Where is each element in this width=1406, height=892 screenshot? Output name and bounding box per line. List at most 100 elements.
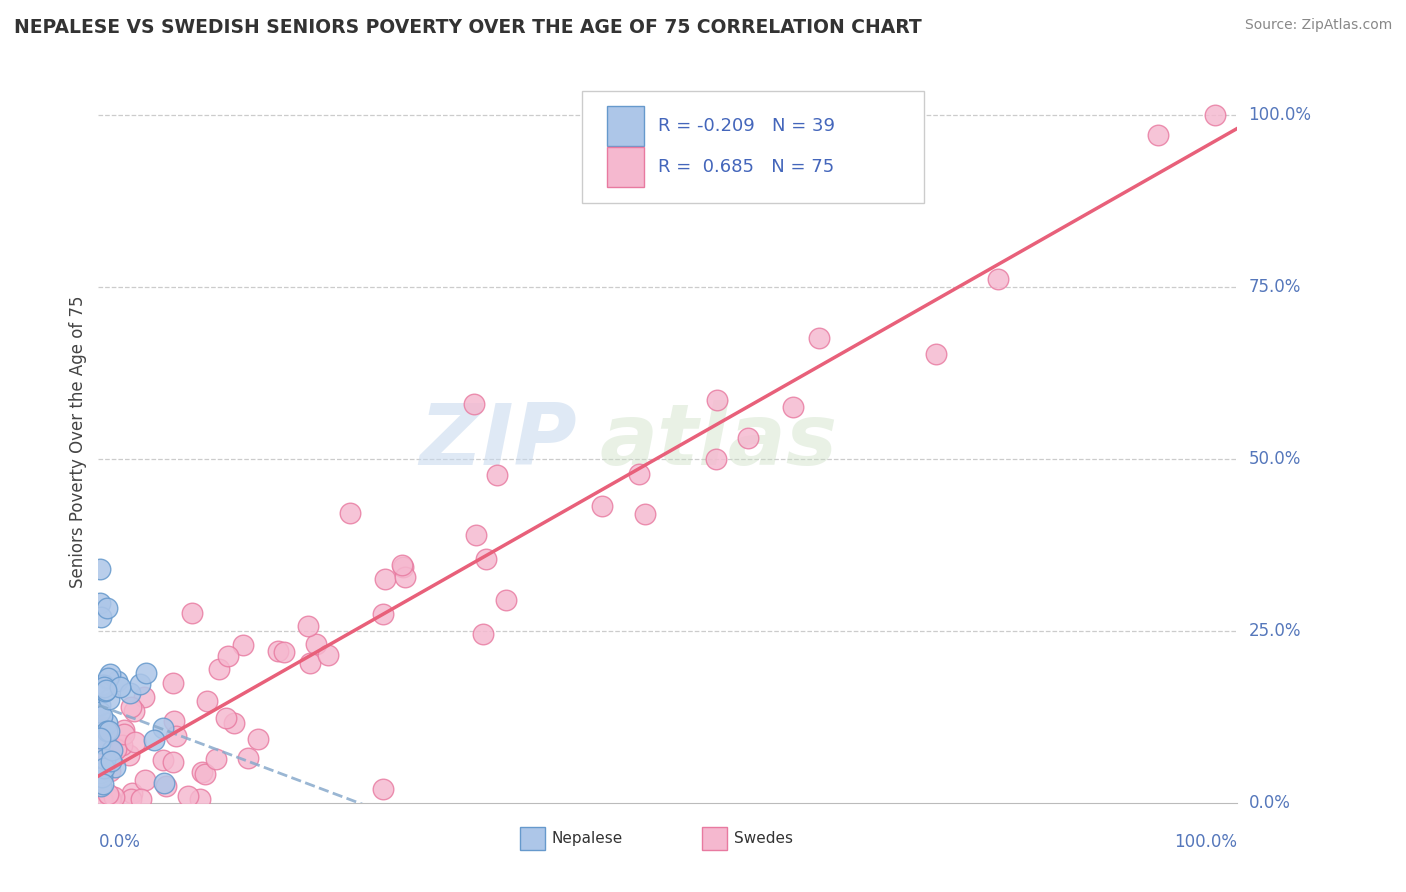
Text: 100.0%: 100.0% <box>1249 105 1312 124</box>
Text: 25.0%: 25.0% <box>1249 622 1301 640</box>
Text: 100.0%: 100.0% <box>1174 833 1237 851</box>
Point <box>1204 108 1226 122</box>
Point <box>93 720 115 734</box>
Bar <box>520 827 546 850</box>
Point <box>129 792 152 806</box>
Point <box>89 731 111 745</box>
Point <box>100 792 122 806</box>
Point <box>246 732 269 747</box>
Point <box>89 736 111 750</box>
Point <box>628 467 651 481</box>
Point <box>142 733 165 747</box>
Point <box>118 747 141 762</box>
Text: atlas: atlas <box>599 400 838 483</box>
Point <box>134 690 156 705</box>
Point <box>98 667 121 681</box>
Point <box>120 686 142 700</box>
Point <box>471 627 494 641</box>
Point <box>91 792 114 806</box>
Point <box>104 742 127 756</box>
Point <box>89 681 111 696</box>
Point <box>208 662 231 676</box>
Point <box>305 637 328 651</box>
Point <box>177 789 200 803</box>
Point <box>162 714 184 728</box>
Point <box>90 708 112 723</box>
Point <box>101 743 124 757</box>
Point <box>782 400 804 414</box>
Point <box>100 754 122 768</box>
Text: 75.0%: 75.0% <box>1249 277 1301 296</box>
Point <box>194 767 217 781</box>
Point <box>391 558 413 572</box>
Point <box>134 773 156 788</box>
Y-axis label: Seniors Poverty Over the Age of 75: Seniors Poverty Over the Age of 75 <box>69 295 87 588</box>
Text: Swedes: Swedes <box>734 830 793 846</box>
Point <box>104 740 127 755</box>
Text: 50.0%: 50.0% <box>1249 450 1301 467</box>
Point <box>98 723 121 738</box>
Point <box>96 750 118 764</box>
Point <box>89 562 111 576</box>
Point <box>122 705 145 719</box>
Point <box>97 671 120 685</box>
Point <box>162 755 184 769</box>
Point <box>89 596 111 610</box>
Point <box>297 619 319 633</box>
Point <box>90 677 112 691</box>
Point <box>987 271 1010 285</box>
Point <box>93 678 115 692</box>
Point <box>89 705 111 719</box>
Point <box>152 721 174 735</box>
Point <box>273 645 295 659</box>
Point <box>634 507 657 521</box>
Point <box>394 570 416 584</box>
Point <box>96 724 118 739</box>
Point <box>190 764 212 779</box>
Point <box>90 779 112 793</box>
Text: 0.0%: 0.0% <box>98 833 141 851</box>
Point <box>205 752 228 766</box>
Point <box>1146 128 1168 143</box>
Text: NEPALESE VS SWEDISH SENIORS POVERTY OVER THE AGE OF 75 CORRELATION CHART: NEPALESE VS SWEDISH SENIORS POVERTY OVER… <box>14 18 922 37</box>
Point <box>90 770 112 784</box>
Bar <box>607 106 644 145</box>
Point <box>464 528 486 542</box>
Point <box>96 601 118 615</box>
Text: Nepalese: Nepalese <box>551 830 623 846</box>
Point <box>97 787 120 801</box>
Point <box>90 610 112 624</box>
Point <box>153 776 176 790</box>
FancyBboxPatch shape <box>582 91 924 203</box>
Point <box>98 764 121 779</box>
Point <box>91 777 114 791</box>
Point <box>135 665 157 680</box>
Point <box>495 593 517 607</box>
Point <box>232 638 254 652</box>
Point <box>195 694 218 708</box>
Text: ZIP: ZIP <box>419 400 576 483</box>
Point <box>475 552 498 566</box>
Point <box>155 779 177 793</box>
Point <box>112 723 135 737</box>
Point <box>93 737 115 751</box>
Point <box>94 682 117 697</box>
Point <box>374 572 396 586</box>
Point <box>89 731 111 745</box>
Text: R = -0.209   N = 39: R = -0.209 N = 39 <box>658 117 835 135</box>
Point <box>105 673 128 688</box>
Point <box>371 782 394 797</box>
Point <box>267 643 290 657</box>
Point <box>108 680 131 694</box>
Point <box>706 392 728 407</box>
Point <box>224 715 246 730</box>
Point <box>98 792 121 806</box>
Point <box>371 607 394 622</box>
Point <box>93 681 115 695</box>
Point <box>94 684 117 698</box>
Point <box>96 716 118 731</box>
Point <box>111 739 134 753</box>
Point <box>299 656 322 670</box>
Point <box>112 726 135 740</box>
Point <box>89 698 111 712</box>
